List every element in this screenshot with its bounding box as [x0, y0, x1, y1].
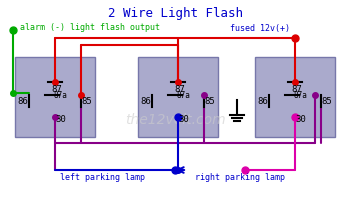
Text: 87: 87 [175, 86, 186, 95]
Text: 86: 86 [141, 98, 151, 106]
Text: 30: 30 [56, 114, 66, 123]
Text: 85: 85 [82, 98, 92, 106]
Text: 87a: 87a [176, 90, 190, 99]
Text: 87a: 87a [53, 90, 67, 99]
Text: 30: 30 [296, 114, 306, 123]
Bar [138, 57, 218, 137]
Text: 85: 85 [205, 98, 215, 106]
Text: 85: 85 [322, 98, 332, 106]
Text: right parking lamp: right parking lamp [195, 173, 285, 182]
Text: the12volt.com: the12volt.com [125, 113, 225, 127]
Bar [255, 57, 335, 137]
Text: 86: 86 [18, 98, 28, 106]
Text: 87: 87 [52, 86, 62, 95]
Text: fused 12v(+): fused 12v(+) [230, 23, 290, 32]
Text: 86: 86 [258, 98, 268, 106]
Text: 87: 87 [292, 86, 302, 95]
Text: alarm (-) light flash output: alarm (-) light flash output [20, 23, 160, 32]
Text: 30: 30 [178, 114, 189, 123]
Bar [15, 57, 95, 137]
Text: 2 Wire Light Flash: 2 Wire Light Flash [107, 7, 243, 20]
Text: 87a: 87a [293, 90, 307, 99]
Text: left parking lamp: left parking lamp [60, 173, 145, 182]
